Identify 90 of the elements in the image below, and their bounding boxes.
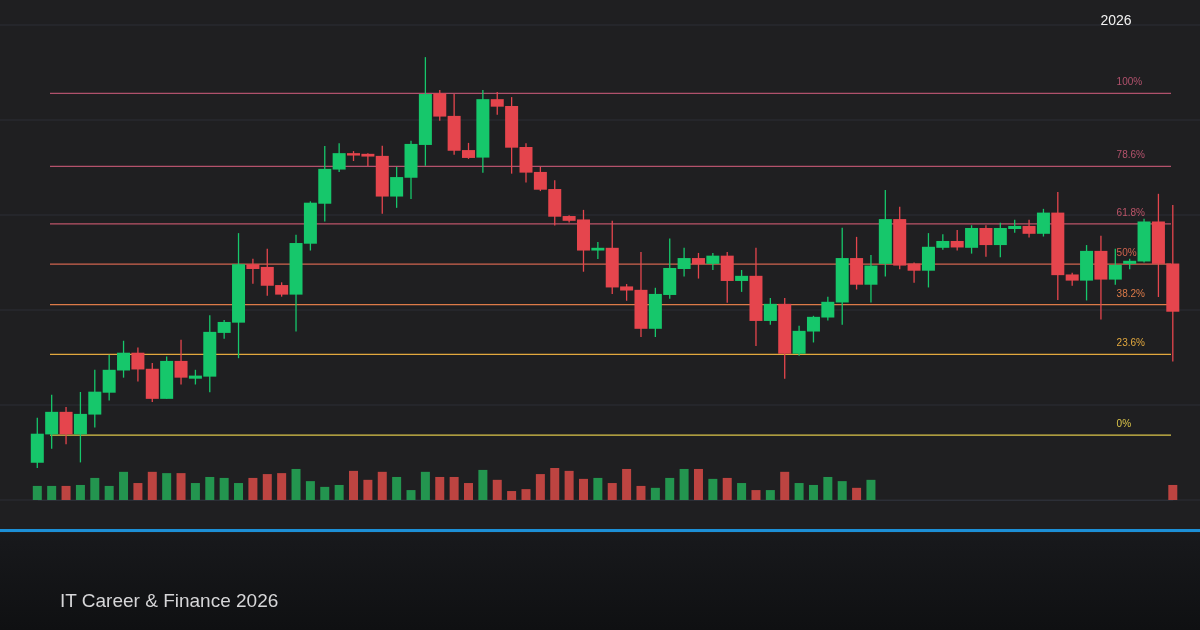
annotation: 2026 xyxy=(1100,12,1132,28)
candlestick xyxy=(433,89,447,122)
bar xyxy=(61,485,71,500)
bar xyxy=(377,471,387,500)
bar xyxy=(866,479,876,500)
candlestick xyxy=(45,394,59,450)
bar xyxy=(679,468,689,500)
bar xyxy=(234,483,244,500)
bar xyxy=(665,477,675,500)
bar xyxy=(320,486,330,500)
bar xyxy=(823,476,833,500)
bar xyxy=(464,483,473,500)
candlestick xyxy=(59,406,73,445)
text: IT Career & Finance 2026 xyxy=(60,590,279,611)
bar xyxy=(190,483,200,500)
candlestick xyxy=(735,269,749,293)
bar xyxy=(765,490,775,500)
candlestick xyxy=(763,297,777,326)
candlestick xyxy=(102,354,116,402)
bar xyxy=(119,471,129,500)
bar xyxy=(32,485,42,500)
bar xyxy=(808,484,818,500)
candlestick xyxy=(390,166,404,209)
bar xyxy=(636,485,646,500)
bar xyxy=(507,491,517,500)
bar xyxy=(262,474,272,500)
bar xyxy=(47,485,57,500)
bar xyxy=(420,471,430,500)
bar xyxy=(162,473,172,500)
bar xyxy=(722,477,732,500)
bar xyxy=(305,481,315,500)
bar xyxy=(205,476,215,500)
ref-line-label: 50% xyxy=(1116,247,1137,259)
bar xyxy=(406,490,416,500)
bar xyxy=(708,478,718,500)
bar xyxy=(133,483,143,500)
ref-line-label: 78.6% xyxy=(1116,149,1146,161)
candlestick xyxy=(677,247,691,278)
candlestick xyxy=(965,224,979,255)
bar xyxy=(780,471,790,500)
bar xyxy=(363,479,373,500)
ref-line-label: 0% xyxy=(1116,418,1132,430)
bar xyxy=(564,470,574,500)
bar xyxy=(449,476,459,500)
bar xyxy=(349,470,359,500)
candlestick xyxy=(979,224,993,258)
bar xyxy=(693,468,703,500)
ref-line-label: 100% xyxy=(1116,76,1143,88)
candlestick xyxy=(1036,208,1050,238)
bar xyxy=(492,479,502,500)
bar xyxy=(837,481,847,500)
bar xyxy=(90,477,100,500)
bar xyxy=(176,473,186,500)
bar xyxy=(852,487,862,500)
bar xyxy=(607,483,617,500)
candlestick xyxy=(332,142,346,173)
bar xyxy=(794,483,804,500)
bar xyxy=(478,469,488,500)
ref-line-label: 61.8% xyxy=(1116,206,1146,218)
bar xyxy=(435,476,445,500)
bar xyxy=(550,468,560,500)
candlestick xyxy=(174,339,188,386)
candlestick xyxy=(591,241,605,260)
candlestick xyxy=(907,261,921,284)
candlestick xyxy=(950,229,964,252)
bar xyxy=(650,487,660,500)
bar xyxy=(248,477,258,500)
candlestick xyxy=(864,254,878,304)
ref-line-label: 23.6% xyxy=(1116,337,1146,349)
bar xyxy=(578,478,588,500)
bar xyxy=(593,477,603,500)
candlestick xyxy=(691,252,705,280)
bar xyxy=(392,476,402,500)
bar xyxy=(277,473,287,500)
candlestick xyxy=(246,258,260,285)
bar xyxy=(622,468,632,500)
ref-line-label: 38.2% xyxy=(1116,287,1146,299)
candlestick xyxy=(117,340,131,379)
bar xyxy=(147,471,157,500)
bar xyxy=(219,477,229,500)
bar xyxy=(291,468,301,500)
bar xyxy=(1168,484,1178,500)
bar xyxy=(334,484,344,500)
bar xyxy=(104,485,114,500)
bar xyxy=(75,484,85,500)
bar xyxy=(737,483,747,500)
bar xyxy=(751,490,761,500)
bar xyxy=(521,489,531,500)
bar xyxy=(535,474,545,500)
candlestick xyxy=(131,346,145,383)
